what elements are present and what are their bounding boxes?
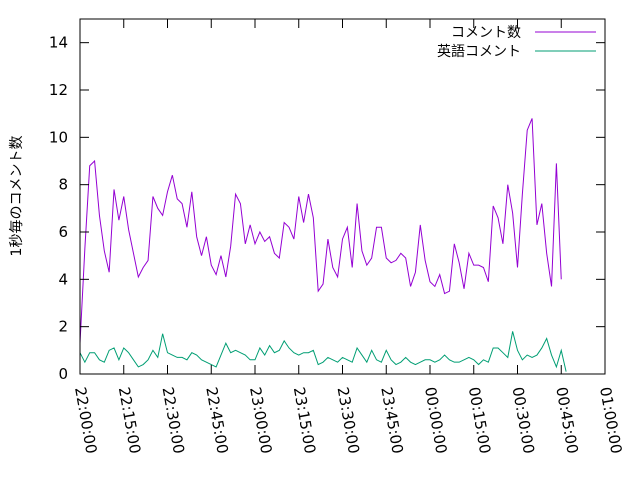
x-tick-label: 00:30:00 [509, 386, 538, 455]
x-tick-label: 01:00:00 [596, 386, 625, 455]
series-line-1 [79, 331, 567, 372]
legend-label-1: 英語コメント [437, 43, 521, 60]
x-tick-label: 22:15:00 [115, 386, 144, 455]
x-tick-label: 22:45:00 [202, 386, 231, 455]
x-tick-label: 00:00:00 [421, 386, 450, 455]
x-tick-label: 23:00:00 [246, 386, 275, 455]
legend-label-0: コメント数 [451, 25, 521, 41]
y-tick-label: 14 [49, 34, 68, 52]
x-tick-label: 23:45:00 [377, 386, 406, 455]
series-layer [79, 118, 567, 372]
y-axis-label: 1秒毎のコメント数 [9, 136, 25, 257]
ticks-layer: 0 2 4 6 8 10 12 14 22:00:00 22:15:00 22:30:00 22:45… [49, 19, 625, 455]
y-tick-label: 0 [58, 365, 68, 383]
y-tick-label: 6 [58, 223, 68, 241]
y-tick-label: 2 [58, 318, 68, 336]
plot-area-border [79, 18, 606, 375]
y-tick-label: 8 [58, 176, 68, 194]
x-tick-label: 00:45:00 [552, 386, 581, 455]
x-tick-label: 22:30:00 [159, 386, 188, 455]
y-tick-label: 4 [58, 270, 68, 288]
y-tick-label: 10 [49, 128, 68, 146]
x-tick-label: 22:00:00 [71, 386, 100, 455]
x-tick-label: 23:30:00 [334, 386, 363, 455]
x-tick-label: 23:15:00 [290, 386, 319, 455]
series-line-0 [79, 118, 562, 344]
x-tick-label: 00:15:00 [465, 386, 494, 455]
y-tick-label: 12 [49, 81, 68, 99]
